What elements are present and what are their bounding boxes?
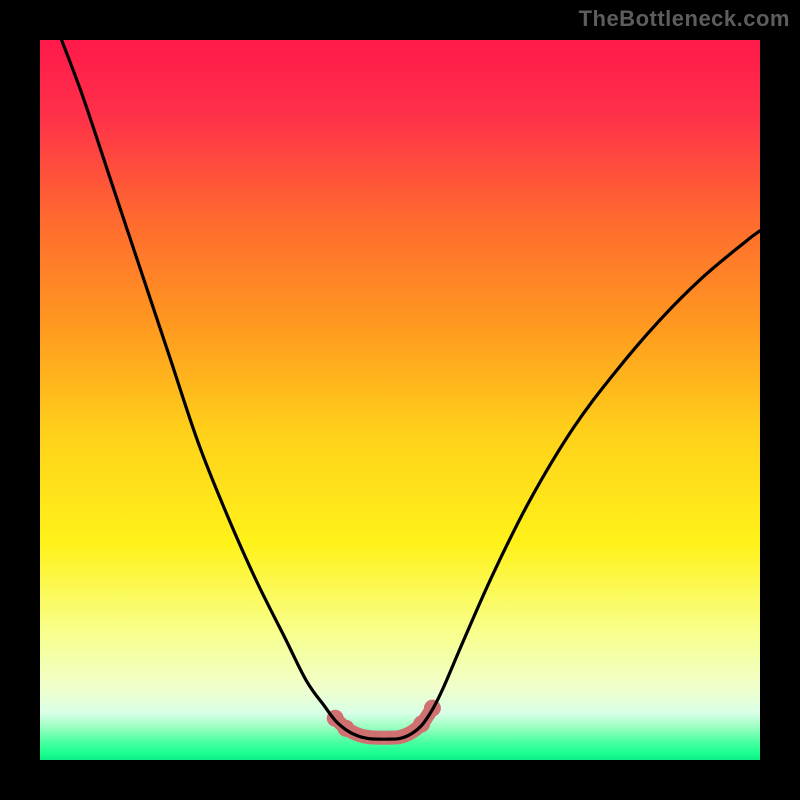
chart-frame: TheBottleneck.com (0, 0, 800, 800)
gradient-background (40, 40, 760, 760)
watermark-text: TheBottleneck.com (579, 6, 790, 32)
plot-area (40, 40, 760, 760)
chart-svg (40, 40, 760, 760)
